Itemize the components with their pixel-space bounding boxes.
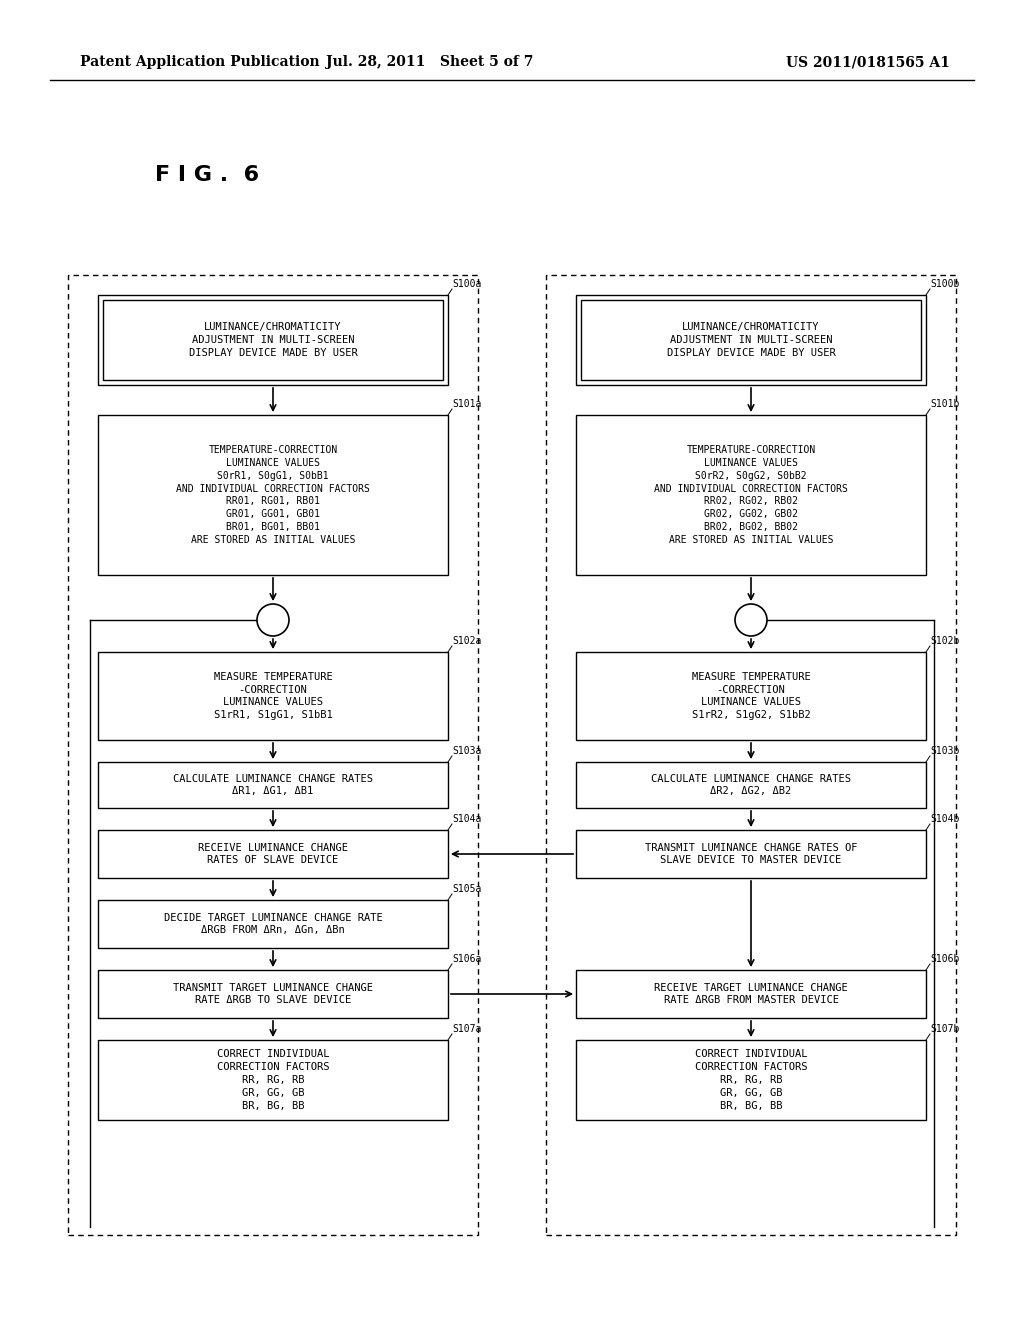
Bar bbox=[575, 830, 926, 878]
Bar bbox=[98, 1040, 449, 1119]
Text: S102a: S102a bbox=[452, 636, 481, 645]
Bar bbox=[575, 294, 926, 385]
Text: DECIDE TARGET LUMINANCE CHANGE RATE
ΔRGB FROM ΔRn, ΔGn, ΔBn: DECIDE TARGET LUMINANCE CHANGE RATE ΔRGB… bbox=[164, 912, 382, 936]
Bar bbox=[575, 414, 926, 576]
Text: S104b: S104b bbox=[930, 814, 959, 824]
Text: RECEIVE LUMINANCE CHANGE
RATES OF SLAVE DEVICE: RECEIVE LUMINANCE CHANGE RATES OF SLAVE … bbox=[198, 842, 348, 866]
Text: S106b: S106b bbox=[930, 954, 959, 964]
Bar bbox=[98, 652, 449, 741]
Text: TRANSMIT TARGET LUMINANCE CHANGE
RATE ΔRGB TO SLAVE DEVICE: TRANSMIT TARGET LUMINANCE CHANGE RATE ΔR… bbox=[173, 982, 373, 1006]
Text: US 2011/0181565 A1: US 2011/0181565 A1 bbox=[786, 55, 950, 69]
Text: CALCULATE LUMINANCE CHANGE RATES
ΔR1, ΔG1, ΔB1: CALCULATE LUMINANCE CHANGE RATES ΔR1, ΔG… bbox=[173, 774, 373, 796]
Circle shape bbox=[735, 605, 767, 636]
Text: MEASURE TEMPERATURE
-CORRECTION
LUMINANCE VALUES
S1rR1, S1gG1, S1bB1: MEASURE TEMPERATURE -CORRECTION LUMINANC… bbox=[214, 672, 333, 721]
Bar bbox=[98, 830, 449, 878]
Text: S100b: S100b bbox=[930, 279, 959, 289]
Bar bbox=[98, 900, 449, 948]
Text: S101b: S101b bbox=[930, 399, 959, 409]
Bar bbox=[581, 300, 921, 380]
Bar bbox=[98, 294, 449, 385]
Text: TEMPERATURE-CORRECTION
LUMINANCE VALUES
S0rR2, S0gG2, S0bB2
AND INDIVIDUAL CORRE: TEMPERATURE-CORRECTION LUMINANCE VALUES … bbox=[654, 445, 848, 545]
Bar bbox=[575, 762, 926, 808]
Text: F I G .  6: F I G . 6 bbox=[155, 165, 259, 185]
Text: S106a: S106a bbox=[452, 954, 481, 964]
Bar bbox=[98, 414, 449, 576]
Text: RECEIVE TARGET LUMINANCE CHANGE
RATE ΔRGB FROM MASTER DEVICE: RECEIVE TARGET LUMINANCE CHANGE RATE ΔRG… bbox=[654, 982, 848, 1006]
Bar bbox=[575, 1040, 926, 1119]
Text: Jul. 28, 2011   Sheet 5 of 7: Jul. 28, 2011 Sheet 5 of 7 bbox=[327, 55, 534, 69]
Text: S103a: S103a bbox=[452, 746, 481, 756]
Text: LUMINANCE/CHROMATICITY
ADJUSTMENT IN MULTI-SCREEN
DISPLAY DEVICE MADE BY USER: LUMINANCE/CHROMATICITY ADJUSTMENT IN MUL… bbox=[667, 322, 836, 358]
Bar bbox=[546, 275, 956, 1236]
Bar bbox=[575, 652, 926, 741]
Text: CALCULATE LUMINANCE CHANGE RATES
ΔR2, ΔG2, ΔB2: CALCULATE LUMINANCE CHANGE RATES ΔR2, ΔG… bbox=[651, 774, 851, 796]
Text: S101a: S101a bbox=[452, 399, 481, 409]
Text: MEASURE TEMPERATURE
-CORRECTION
LUMINANCE VALUES
S1rR2, S1gG2, S1bB2: MEASURE TEMPERATURE -CORRECTION LUMINANC… bbox=[691, 672, 810, 721]
Text: S107a: S107a bbox=[452, 1024, 481, 1034]
Text: S107b: S107b bbox=[930, 1024, 959, 1034]
Text: TEMPERATURE-CORRECTION
LUMINANCE VALUES
S0rR1, S0gG1, S0bB1
AND INDIVIDUAL CORRE: TEMPERATURE-CORRECTION LUMINANCE VALUES … bbox=[176, 445, 370, 545]
Bar bbox=[103, 300, 443, 380]
Text: CORRECT INDIVIDUAL
CORRECTION FACTORS
RR, RG, RB
GR, GG, GB
BR, BG, BB: CORRECT INDIVIDUAL CORRECTION FACTORS RR… bbox=[694, 1049, 807, 1110]
Bar bbox=[98, 762, 449, 808]
Text: S103b: S103b bbox=[930, 746, 959, 756]
Text: S102b: S102b bbox=[930, 636, 959, 645]
Text: TRANSMIT LUMINANCE CHANGE RATES OF
SLAVE DEVICE TO MASTER DEVICE: TRANSMIT LUMINANCE CHANGE RATES OF SLAVE… bbox=[645, 842, 857, 866]
Bar bbox=[68, 275, 478, 1236]
Text: LUMINANCE/CHROMATICITY
ADJUSTMENT IN MULTI-SCREEN
DISPLAY DEVICE MADE BY USER: LUMINANCE/CHROMATICITY ADJUSTMENT IN MUL… bbox=[188, 322, 357, 358]
Text: Patent Application Publication: Patent Application Publication bbox=[80, 55, 319, 69]
Bar bbox=[98, 970, 449, 1018]
Circle shape bbox=[257, 605, 289, 636]
Text: S105a: S105a bbox=[452, 884, 481, 894]
Bar bbox=[575, 970, 926, 1018]
Text: S104a: S104a bbox=[452, 814, 481, 824]
Text: CORRECT INDIVIDUAL
CORRECTION FACTORS
RR, RG, RB
GR, GG, GB
BR, BG, BB: CORRECT INDIVIDUAL CORRECTION FACTORS RR… bbox=[217, 1049, 330, 1110]
Text: S100a: S100a bbox=[452, 279, 481, 289]
